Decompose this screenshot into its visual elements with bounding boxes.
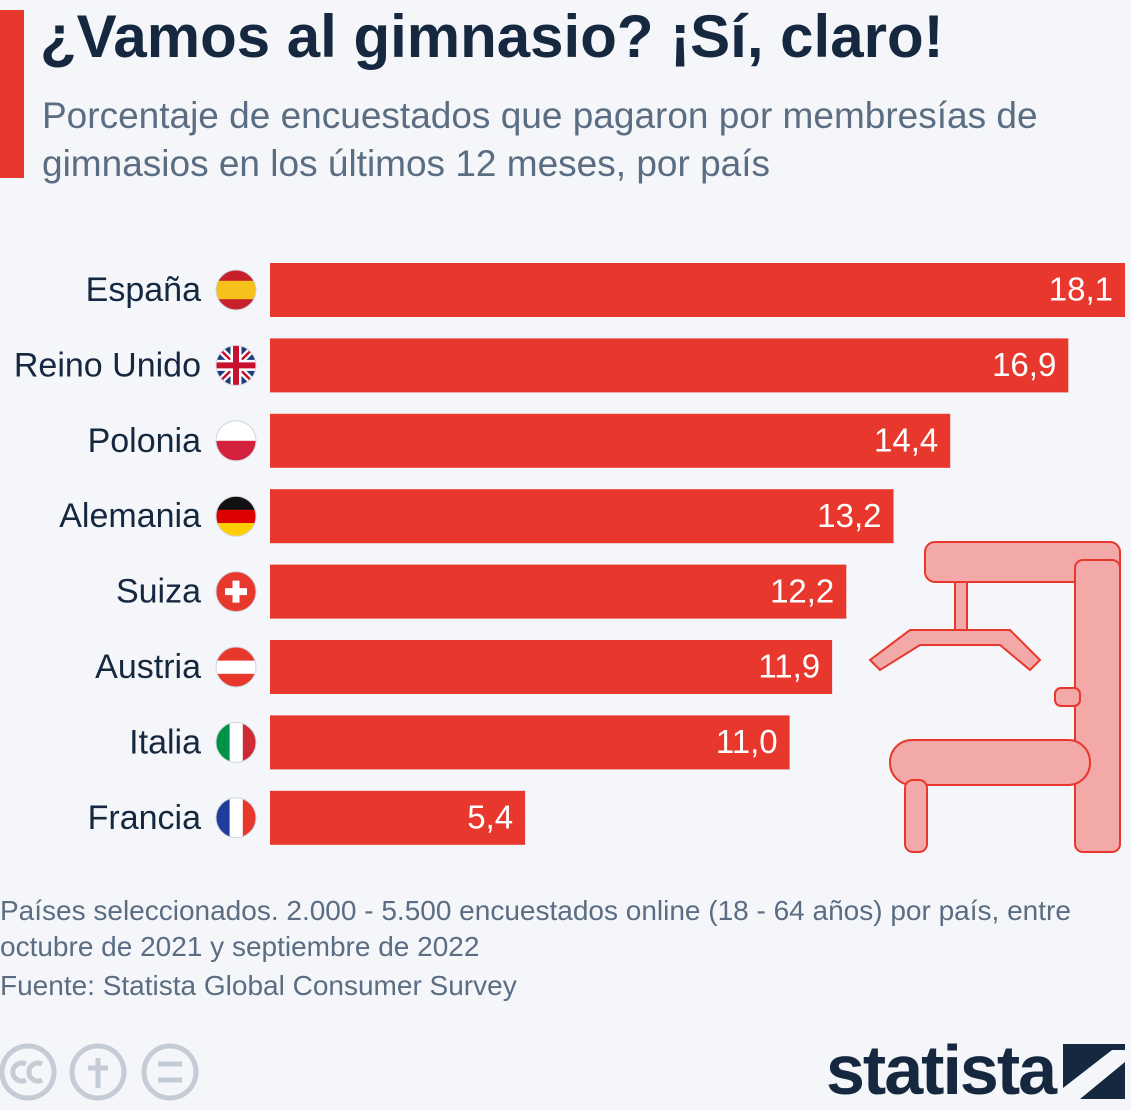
flag-outline [215, 646, 257, 688]
flag-part [216, 280, 256, 300]
flag [216, 420, 256, 461]
bar [270, 790, 526, 845]
value-label: 18,1 [1049, 271, 1113, 308]
flag-part [216, 797, 231, 838]
flag [216, 496, 256, 537]
flag-part [216, 440, 256, 461]
flag-outline [215, 420, 257, 462]
chart-note: Países seleccionados. 2.000 - 5.500 encu… [0, 895, 1071, 962]
category-label: Francia [88, 799, 201, 837]
flag-part [216, 270, 256, 282]
flag-part [216, 420, 256, 442]
chart-title: ¿Vamos al gimnasio? ¡Sí, claro! [40, 3, 944, 70]
flag-part [229, 797, 244, 838]
flag [216, 797, 256, 838]
value-label: 13,2 [817, 497, 881, 534]
bar [270, 338, 1069, 393]
logo-mark [1063, 1044, 1125, 1099]
flag [216, 647, 256, 687]
flag-part [216, 647, 256, 662]
category-label: Suiza [116, 573, 201, 611]
accent-stripe [0, 10, 24, 178]
chart-source: Fuente: Statista Global Consumer Survey [0, 970, 517, 1001]
flag-part [216, 660, 256, 675]
chart-subtitle: Porcentaje de encuestados que pagaron po… [42, 95, 1038, 184]
flag-part [216, 673, 256, 687]
flag-outline [215, 269, 257, 311]
bar [270, 715, 790, 770]
flag-outline [215, 571, 257, 613]
gym-illustration [868, 541, 1121, 853]
flag [216, 270, 256, 310]
bar [270, 413, 951, 468]
flag-outline [215, 495, 257, 537]
logo: statista [826, 1031, 1057, 1109]
value-label: 16,9 [992, 346, 1056, 383]
flag [216, 722, 256, 763]
bar [270, 263, 1125, 317]
value-label: 11,9 [758, 648, 820, 685]
category-label: España [86, 271, 201, 309]
bar [270, 564, 847, 619]
flag-part [229, 722, 244, 763]
value-label: 5,4 [467, 799, 513, 836]
flag-part [242, 797, 256, 838]
flag-outline [215, 797, 257, 839]
flag-part [216, 523, 256, 537]
flag-part [216, 299, 256, 310]
category-label: Italia [129, 723, 201, 761]
flag-outline [215, 721, 257, 763]
flag-part [216, 496, 256, 511]
bar [270, 489, 894, 544]
bar [270, 640, 833, 694]
category-label: Polonia [88, 422, 202, 460]
value-label: 11,0 [716, 723, 778, 760]
flag [216, 345, 256, 386]
value-label: 12,2 [770, 572, 834, 609]
flag [216, 571, 256, 612]
flag-part [225, 580, 247, 603]
category-label: Alemania [59, 497, 201, 535]
flag-part [242, 722, 256, 763]
flag-outline [215, 344, 257, 386]
flag-part [216, 345, 256, 386]
license-icons [0, 1043, 199, 1101]
category-label: Austria [95, 648, 201, 686]
flag-part [216, 722, 231, 763]
category-label: Reino Unido [14, 346, 201, 384]
value-label: 14,4 [874, 422, 938, 459]
flag-part [216, 509, 256, 524]
